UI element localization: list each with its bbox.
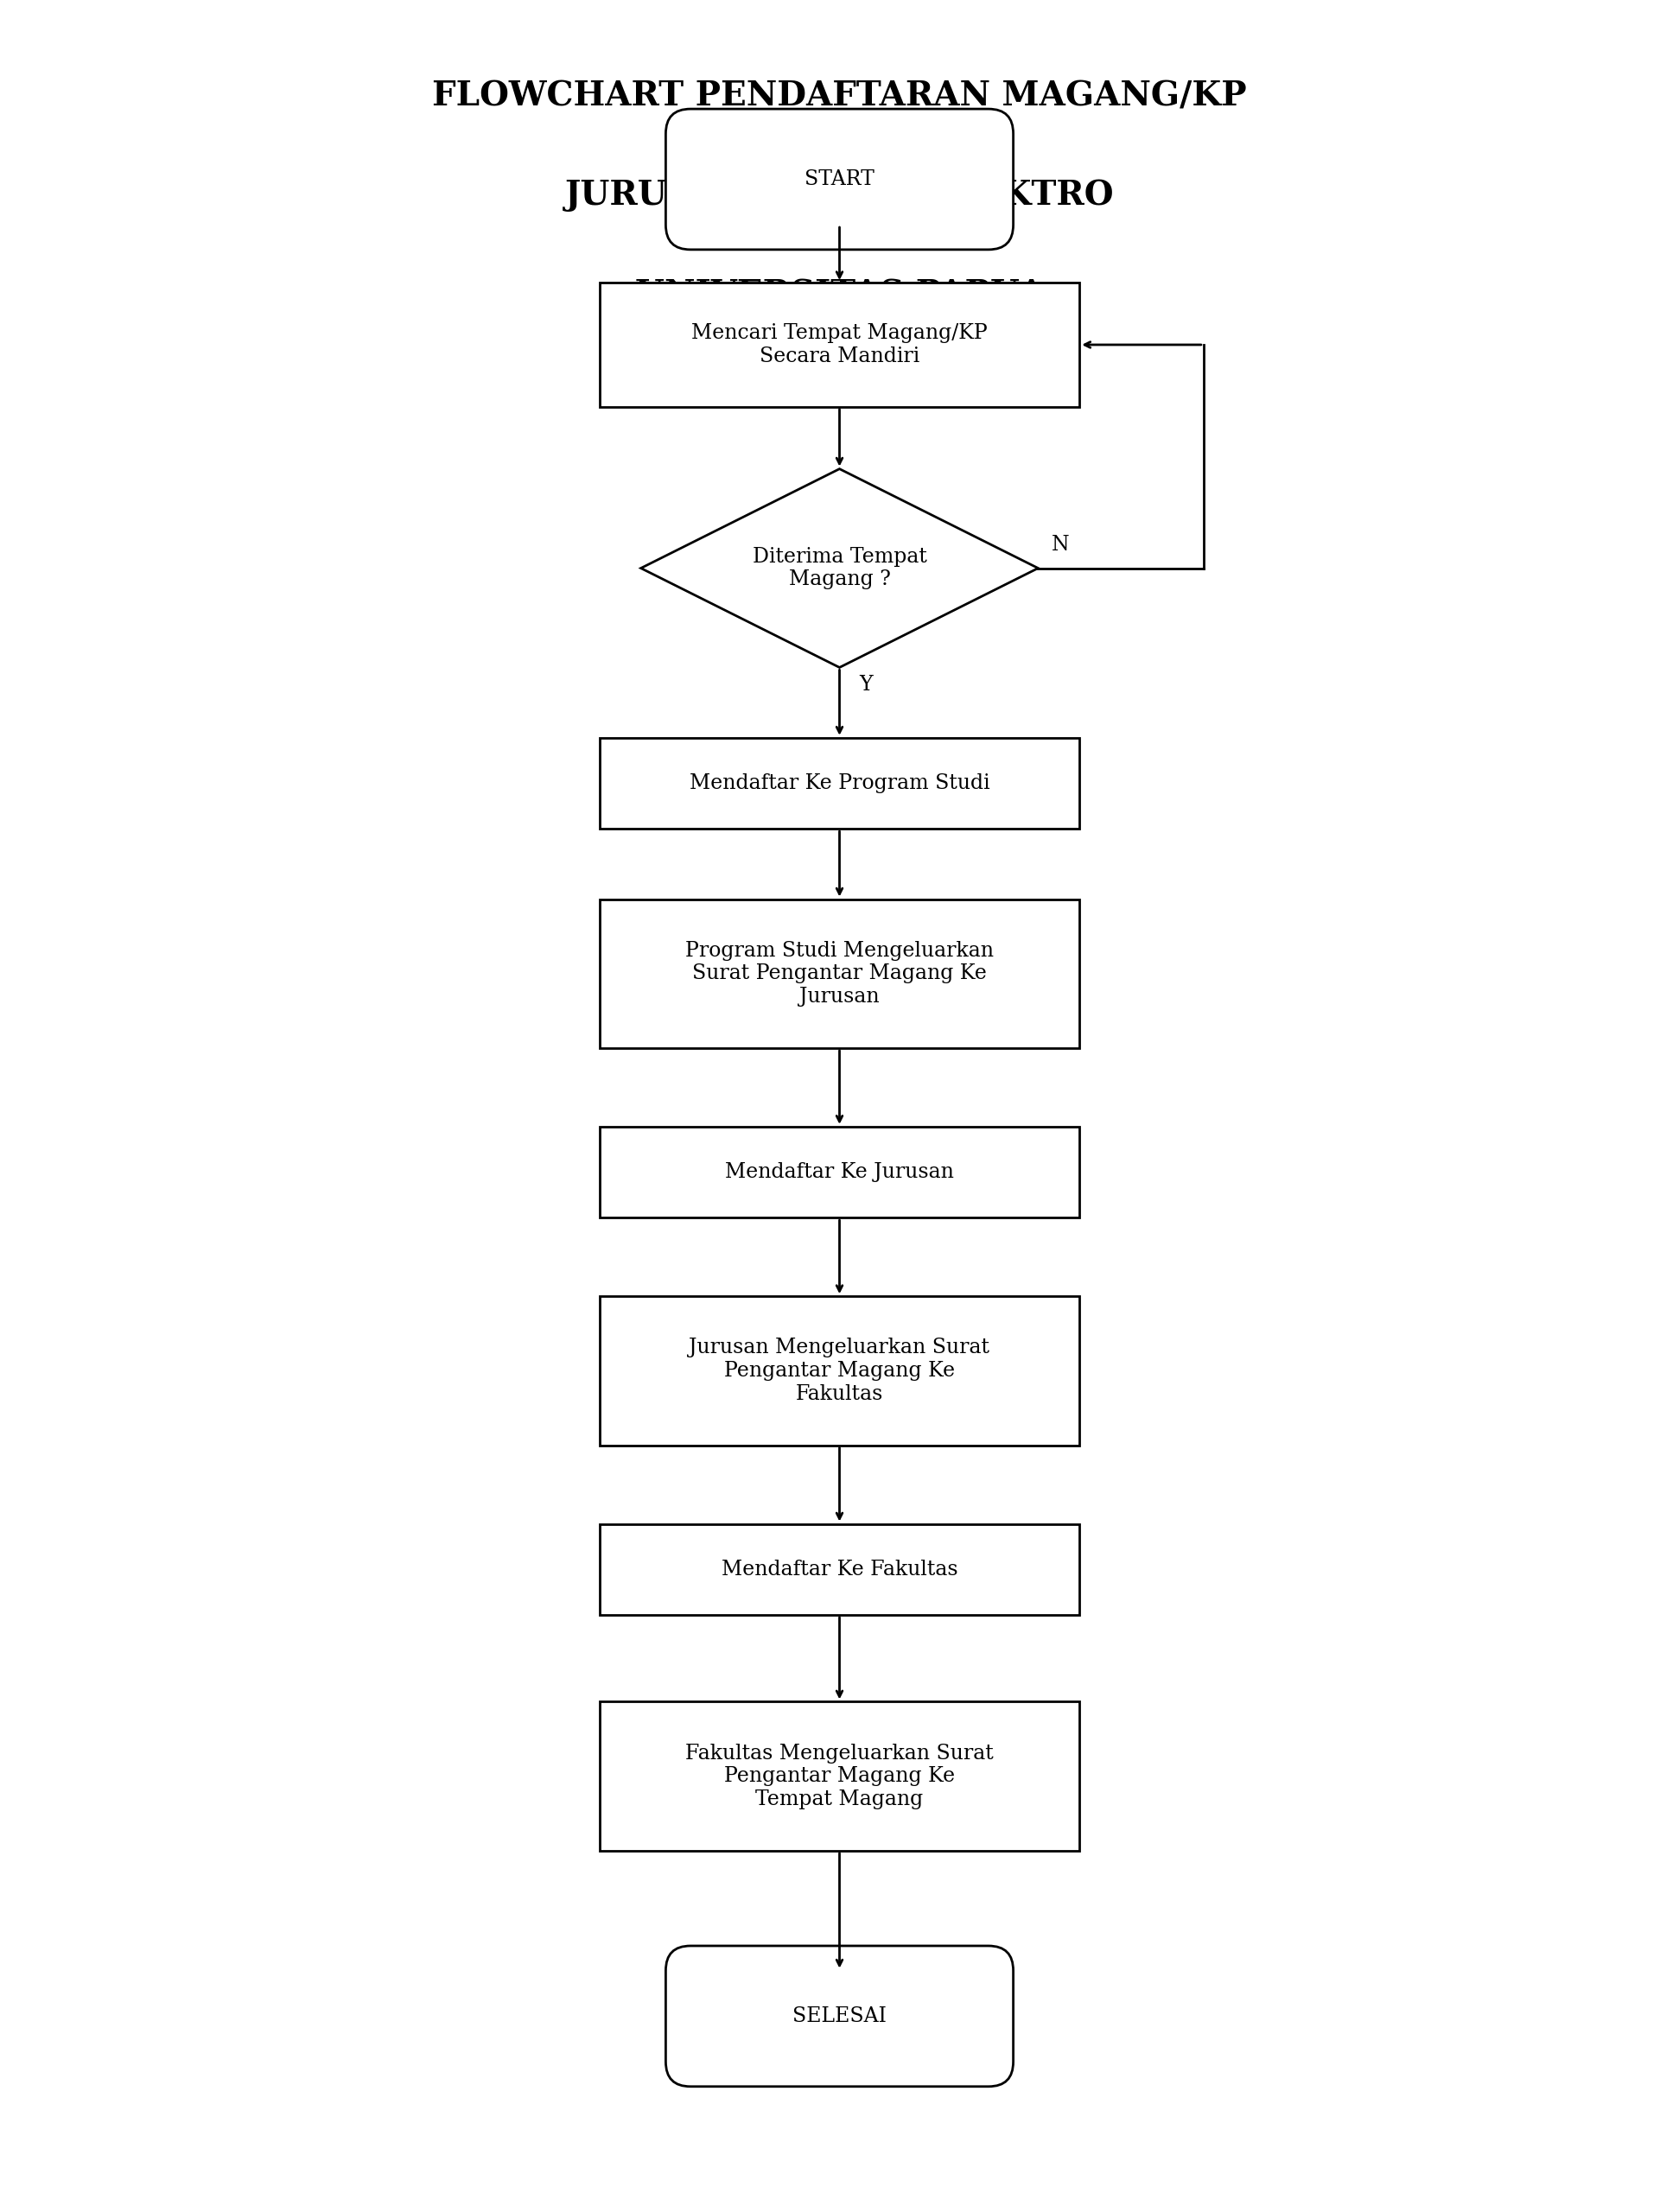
Bar: [599, 1524, 1080, 1615]
Text: UNIVERSITAS PAPUA: UNIVERSITAS PAPUA: [635, 279, 1044, 312]
Text: Mendaftar Ke Fakultas: Mendaftar Ke Fakultas: [722, 1559, 957, 1579]
Text: FLOWCHART PENDAFTARAN MAGANG/KP: FLOWCHART PENDAFTARAN MAGANG/KP: [432, 80, 1247, 113]
Text: Jurusan Mengeluarkan Surat
Pengantar Magang Ke
Fakultas: Jurusan Mengeluarkan Surat Pengantar Mag…: [688, 1338, 991, 1405]
Polygon shape: [641, 469, 1038, 668]
Text: START: START: [804, 170, 875, 190]
Text: Y: Y: [860, 675, 873, 695]
Bar: [599, 1126, 1080, 1217]
Text: Mencari Tempat Magang/KP
Secara Mandiri: Mencari Tempat Magang/KP Secara Mandiri: [692, 323, 987, 367]
Bar: [599, 898, 1080, 1048]
Bar: [599, 1296, 1080, 1444]
Bar: [599, 1701, 1080, 1851]
Text: Fakultas Mengeluarkan Surat
Pengantar Magang Ke
Tempat Magang: Fakultas Mengeluarkan Surat Pengantar Ma…: [685, 1743, 994, 1809]
FancyBboxPatch shape: [667, 1947, 1012, 2086]
Text: Mendaftar Ke Jurusan: Mendaftar Ke Jurusan: [725, 1161, 954, 1181]
Text: N: N: [1051, 535, 1070, 555]
Text: JURUSAN TEKNIK ELEKTRO: JURUSAN TEKNIK ELEKTRO: [564, 179, 1115, 212]
Text: Diterima Tempat
Magang ?: Diterima Tempat Magang ?: [752, 546, 927, 591]
Bar: [599, 739, 1080, 830]
Text: SELESAI: SELESAI: [792, 2006, 887, 2026]
Bar: [599, 283, 1080, 407]
Text: Program Studi Mengeluarkan
Surat Pengantar Magang Ke
Jurusan: Program Studi Mengeluarkan Surat Pengant…: [685, 940, 994, 1006]
FancyBboxPatch shape: [667, 108, 1012, 250]
Text: Mendaftar Ke Program Studi: Mendaftar Ke Program Studi: [690, 774, 989, 794]
